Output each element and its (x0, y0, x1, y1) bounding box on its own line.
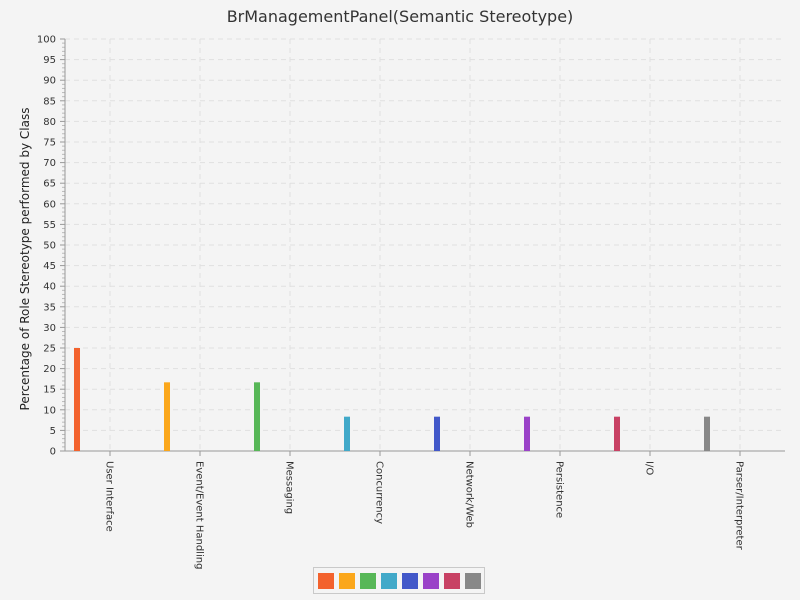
y-tick-label: 70 (43, 158, 56, 169)
legend-swatch-user-interface (318, 572, 334, 589)
bar-messaging[interactable] (254, 382, 260, 451)
y-tick-label: 15 (43, 385, 56, 396)
y-tick-label: 45 (43, 261, 56, 272)
bar-persistence[interactable] (524, 416, 530, 451)
legend (313, 567, 485, 594)
y-tick-label: 40 (43, 282, 56, 293)
x-tick-label: Concurrency (374, 461, 385, 524)
legend-swatch-i-o (444, 572, 460, 589)
x-tick-label: Parser/Interpreter (734, 461, 745, 551)
x-tick-label: Messaging (284, 461, 295, 514)
y-tick-label: 80 (43, 117, 56, 128)
bar-event-event-handling[interactable] (164, 382, 170, 451)
y-tick-label: 85 (43, 96, 56, 107)
x-tick-label: I/O (644, 461, 655, 475)
y-tick-label: 10 (43, 405, 56, 416)
legend-swatch-network-web (402, 572, 418, 589)
bar-concurrency[interactable] (344, 416, 350, 451)
labels: 0 5 10 15 20 25 30 35 40 45 50 55 60 65 70 75 80 85 90 95 10… (18, 35, 745, 570)
bar-network-web[interactable] (434, 416, 440, 451)
axes (60, 38, 785, 456)
y-tick-label: 75 (43, 138, 56, 149)
chart-title: BrManagementPanel(Semantic Stereotype) (226, 7, 574, 26)
bar-parser-interpreter[interactable] (704, 416, 710, 451)
legend-swatch-messaging (360, 572, 376, 589)
y-tick-label: 20 (43, 364, 56, 375)
grid (65, 38, 785, 451)
bar-i-o[interactable] (614, 416, 620, 451)
y-tick-label: 95 (43, 55, 56, 66)
y-axis-label: Percentage of Role Stereotype performed … (18, 108, 32, 411)
bars (74, 348, 710, 451)
y-tick-label: 5 (50, 426, 56, 437)
y-tick-label: 0 (50, 447, 56, 458)
legend-swatch-parser-interpreter (465, 572, 481, 589)
x-tick-label: User Interface (104, 461, 115, 532)
legend-swatch-event-event-handling (339, 572, 355, 589)
x-tick-label: Network/Web (464, 461, 475, 528)
y-tick-label: 35 (43, 302, 56, 313)
y-tick-label: 50 (43, 241, 56, 252)
y-tick-label: 90 (43, 76, 56, 87)
y-tick-label: 65 (43, 179, 56, 190)
bar-user-interface[interactable] (74, 348, 80, 451)
x-tick-label: Persistence (554, 461, 565, 518)
y-tick-label: 60 (43, 199, 56, 210)
y-tick-label: 100 (37, 35, 56, 46)
x-tick-label: Event/Event Handling (194, 461, 205, 569)
y-tick-label: 55 (43, 220, 56, 231)
legend-swatch-concurrency (381, 572, 397, 589)
y-tick-label: 30 (43, 323, 56, 334)
y-tick-label: 25 (43, 344, 56, 355)
legend-swatch-persistence (423, 572, 439, 589)
